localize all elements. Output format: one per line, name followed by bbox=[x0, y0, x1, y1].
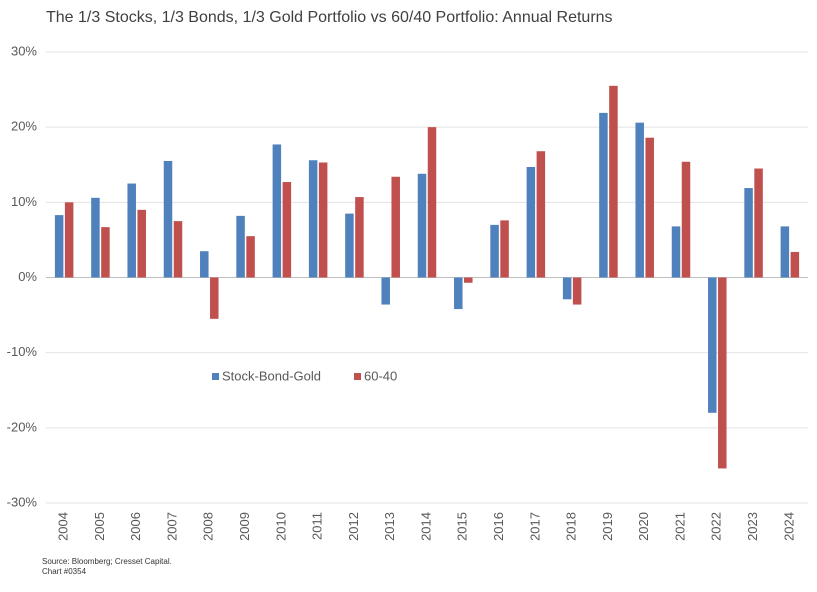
y-tick-label: 20% bbox=[11, 119, 37, 134]
x-tick-label: 2017 bbox=[527, 512, 542, 541]
x-tick-label: 2005 bbox=[92, 512, 107, 541]
x-tick-label: 2015 bbox=[455, 512, 470, 541]
bar bbox=[54, 215, 64, 278]
bar bbox=[780, 226, 790, 278]
legend-swatch bbox=[212, 373, 219, 380]
bar bbox=[454, 277, 463, 310]
bar bbox=[246, 236, 255, 278]
bar bbox=[200, 251, 209, 278]
bar bbox=[464, 277, 473, 283]
y-tick-label: -10% bbox=[7, 344, 38, 359]
x-tick-label: 2020 bbox=[636, 512, 651, 541]
bar bbox=[345, 213, 354, 278]
bar bbox=[609, 85, 618, 278]
x-tick-label: 2021 bbox=[672, 512, 687, 541]
bar bbox=[64, 202, 74, 278]
x-tick-label: 2018 bbox=[564, 512, 579, 541]
bar bbox=[754, 168, 763, 278]
bar bbox=[272, 144, 282, 278]
chart-title: The 1/3 Stocks, 1/3 Bonds, 1/3 Gold Port… bbox=[46, 9, 613, 26]
bar bbox=[708, 277, 717, 413]
bar bbox=[163, 160, 173, 278]
bar bbox=[635, 122, 644, 278]
x-tick-label: 2008 bbox=[201, 512, 216, 541]
x-tick-label: 2014 bbox=[418, 512, 433, 541]
bar bbox=[645, 137, 654, 278]
bar bbox=[308, 160, 318, 278]
bar bbox=[236, 215, 245, 278]
legend-swatch bbox=[354, 373, 361, 380]
x-tick-label: 2019 bbox=[600, 512, 615, 541]
x-tick-label: 2011 bbox=[310, 512, 325, 540]
bar bbox=[599, 112, 608, 278]
x-tick-label: 2004 bbox=[56, 512, 71, 541]
x-tick-label: 2012 bbox=[346, 512, 361, 541]
bar bbox=[282, 182, 292, 278]
x-tick-label: 2006 bbox=[128, 512, 143, 541]
y-tick-label: 30% bbox=[11, 43, 37, 58]
bar bbox=[718, 277, 727, 469]
x-tick-label: 2023 bbox=[745, 512, 760, 541]
bar bbox=[417, 173, 427, 278]
x-tick-label: 2010 bbox=[273, 512, 288, 541]
y-tick-label: 0% bbox=[18, 269, 37, 284]
bar bbox=[91, 197, 100, 278]
bar bbox=[210, 277, 219, 319]
bar bbox=[101, 227, 110, 278]
bar bbox=[127, 183, 136, 278]
x-tick-label: 2007 bbox=[164, 512, 179, 541]
chart-id: Chart #0354 bbox=[42, 567, 87, 576]
bar bbox=[381, 277, 390, 305]
bar bbox=[137, 209, 146, 278]
bar bbox=[490, 224, 499, 278]
x-tick-label: 2013 bbox=[382, 512, 397, 541]
bar bbox=[744, 188, 753, 278]
source-note: Source: Bloomberg; Cresset Capital. bbox=[42, 557, 172, 566]
bar bbox=[572, 277, 582, 305]
bar bbox=[318, 162, 328, 278]
bar bbox=[562, 277, 572, 300]
bar bbox=[681, 161, 691, 278]
bar bbox=[671, 226, 681, 278]
bar bbox=[500, 220, 509, 278]
legend-label: 60-40 bbox=[364, 368, 397, 383]
y-tick-label: -30% bbox=[7, 494, 38, 509]
x-tick-label: 2024 bbox=[781, 512, 796, 541]
bar bbox=[391, 176, 400, 278]
bar bbox=[427, 127, 437, 278]
bar bbox=[173, 221, 183, 278]
bar bbox=[355, 197, 364, 278]
y-tick-label: -20% bbox=[7, 419, 38, 434]
bar bbox=[536, 151, 546, 278]
x-tick-label: 2009 bbox=[237, 512, 252, 541]
x-tick-label: 2022 bbox=[709, 512, 724, 541]
x-tick-label: 2016 bbox=[491, 512, 506, 541]
bar bbox=[526, 167, 536, 278]
y-tick-label: 10% bbox=[11, 194, 37, 209]
legend-label: Stock-Bond-Gold bbox=[222, 368, 321, 383]
bar bbox=[790, 251, 800, 278]
